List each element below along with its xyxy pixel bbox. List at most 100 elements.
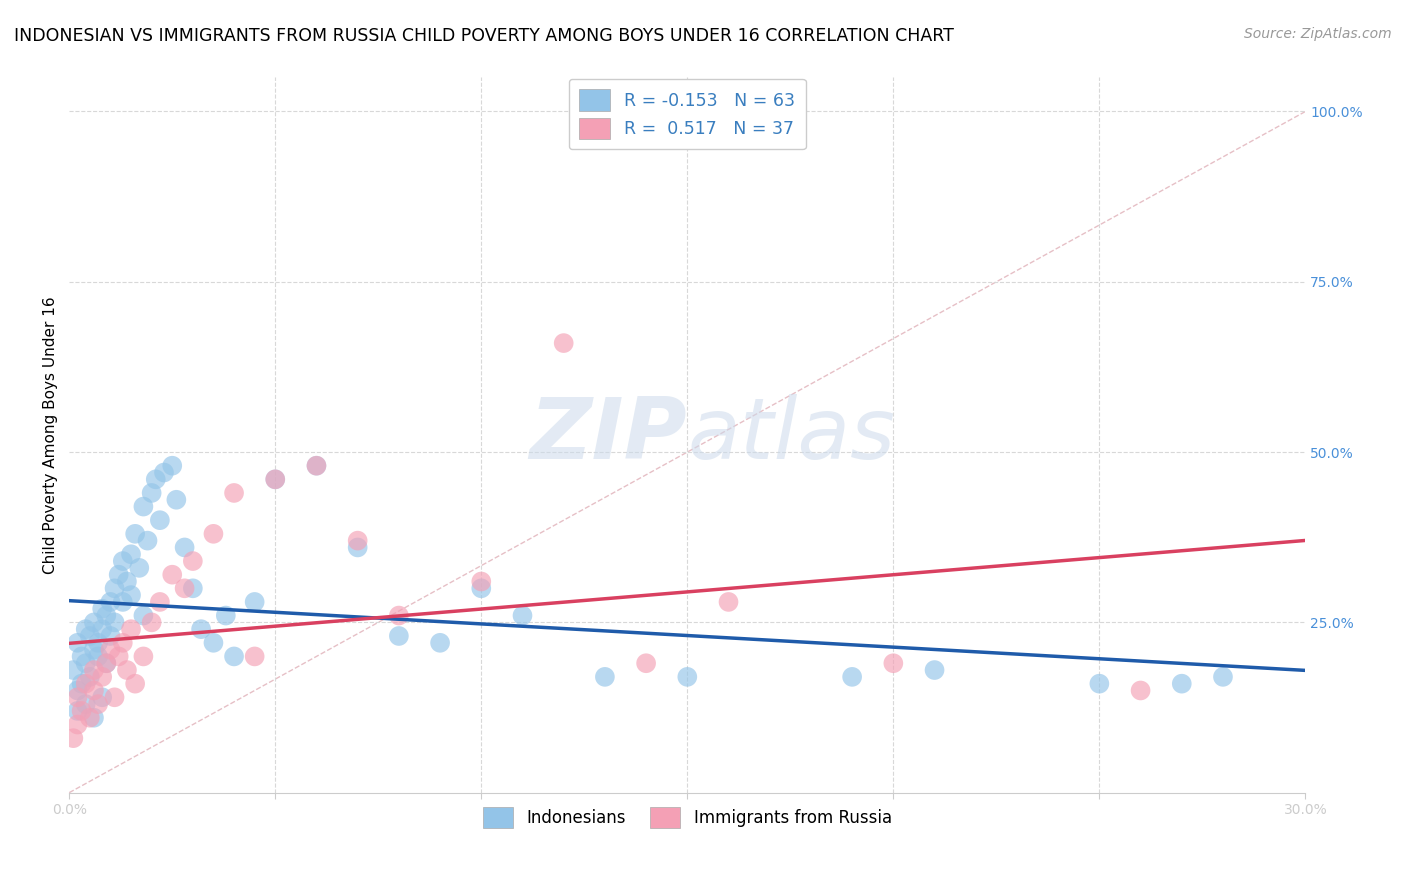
Point [243, 649, 266, 664]
Point [70, 704, 93, 718]
Point [162, 567, 184, 582]
Point [79, 711, 101, 725]
Point [512, 608, 534, 623]
Y-axis label: Child Poverty Among Boys Under 16: Child Poverty Among Boys Under 16 [44, 296, 58, 574]
Point [593, 670, 616, 684]
Point [470, 574, 492, 589]
Point [676, 670, 699, 684]
Point [83, 642, 105, 657]
Point [132, 649, 155, 664]
Point [173, 582, 195, 596]
Point [91, 670, 114, 684]
Point [62, 663, 84, 677]
Point [70, 676, 93, 690]
Point [75, 676, 97, 690]
Point [83, 711, 105, 725]
Point [96, 608, 118, 623]
Point [1088, 676, 1111, 690]
Point [66, 717, 89, 731]
Point [162, 458, 184, 473]
Point [388, 608, 411, 623]
Point [181, 554, 204, 568]
Point [107, 567, 129, 582]
Point [91, 690, 114, 705]
Point [75, 657, 97, 671]
Point [66, 704, 89, 718]
Point [91, 622, 114, 636]
Point [141, 486, 163, 500]
Point [1129, 683, 1152, 698]
Text: Source: ZipAtlas.com: Source: ZipAtlas.com [1244, 27, 1392, 41]
Text: INDONESIAN VS IMMIGRANTS FROM RUSSIA CHILD POVERTY AMONG BOYS UNDER 16 CORRELATI: INDONESIAN VS IMMIGRANTS FROM RUSSIA CHI… [14, 27, 953, 45]
Point [75, 622, 97, 636]
Point [841, 670, 863, 684]
Point [717, 595, 740, 609]
Point [264, 472, 287, 486]
Point [264, 472, 287, 486]
Point [882, 657, 904, 671]
Point [115, 574, 138, 589]
Point [305, 458, 328, 473]
Point [243, 595, 266, 609]
Point [145, 472, 167, 486]
Point [103, 690, 125, 705]
Point [100, 629, 122, 643]
Point [924, 663, 946, 677]
Point [149, 595, 172, 609]
Point [305, 458, 328, 473]
Point [83, 683, 105, 698]
Point [66, 636, 89, 650]
Point [1212, 670, 1234, 684]
Point [120, 547, 142, 561]
Point [111, 636, 134, 650]
Point [83, 615, 105, 630]
Point [83, 663, 105, 677]
Point [79, 629, 101, 643]
Point [87, 636, 110, 650]
Point [96, 657, 118, 671]
Point [1171, 676, 1194, 690]
Point [111, 554, 134, 568]
Point [107, 649, 129, 664]
Point [215, 608, 238, 623]
Point [62, 731, 84, 746]
Point [222, 486, 245, 500]
Point [115, 663, 138, 677]
Point [553, 336, 575, 351]
Point [202, 636, 225, 650]
Point [100, 595, 122, 609]
Point [96, 657, 118, 671]
Point [136, 533, 159, 548]
Point [70, 649, 93, 664]
Point [346, 533, 368, 548]
Point [132, 500, 155, 514]
Text: atlas: atlas [688, 393, 896, 476]
Point [100, 642, 122, 657]
Point [66, 683, 89, 698]
Point [124, 526, 146, 541]
Point [222, 649, 245, 664]
Point [75, 697, 97, 711]
Point [190, 622, 212, 636]
Point [103, 615, 125, 630]
Point [103, 582, 125, 596]
Point [132, 608, 155, 623]
Point [149, 513, 172, 527]
Point [165, 492, 187, 507]
Point [346, 541, 368, 555]
Point [66, 690, 89, 705]
Point [111, 595, 134, 609]
Point [429, 636, 451, 650]
Text: ZIP: ZIP [530, 393, 688, 476]
Legend: Indonesians, Immigrants from Russia: Indonesians, Immigrants from Russia [477, 801, 898, 834]
Point [173, 541, 195, 555]
Point [124, 676, 146, 690]
Point [91, 601, 114, 615]
Point [128, 561, 150, 575]
Point [79, 670, 101, 684]
Point [388, 629, 411, 643]
Point [181, 582, 204, 596]
Point [141, 615, 163, 630]
Point [120, 588, 142, 602]
Point [120, 622, 142, 636]
